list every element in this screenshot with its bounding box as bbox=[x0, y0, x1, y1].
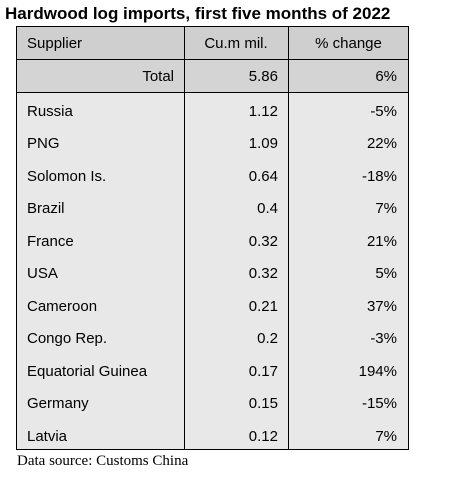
row-change: 21% bbox=[366, 232, 397, 250]
row-volume: 0.17 bbox=[248, 362, 278, 380]
total-label: Total bbox=[142, 67, 174, 85]
table-body: Russia 1.12 -5% PNG 1.09 22% Solomon Is.… bbox=[17, 93, 408, 449]
table-total-row: Total 5.86 6% bbox=[17, 60, 408, 93]
row-supplier: Congo Rep. bbox=[27, 330, 108, 348]
row-supplier: Germany bbox=[27, 395, 89, 413]
header-supplier: Supplier bbox=[27, 34, 83, 52]
imports-table: Supplier Cu.m mil. % change Total 5.86 6… bbox=[16, 26, 409, 450]
table-row: Solomon Is. 0.64 -18% bbox=[17, 160, 408, 193]
table-row: USA 0.32 5% bbox=[17, 258, 408, 291]
row-supplier: Equatorial Guinea bbox=[27, 362, 148, 380]
row-volume: 0.21 bbox=[248, 297, 278, 315]
header-volume: Cu.m mil. bbox=[204, 34, 268, 52]
row-volume: 0.4 bbox=[257, 200, 278, 218]
table-row: Brazil 0.4 7% bbox=[17, 193, 408, 226]
row-change: 7% bbox=[375, 427, 397, 445]
row-supplier: Solomon Is. bbox=[27, 167, 107, 185]
row-change: 194% bbox=[358, 362, 397, 380]
row-volume: 1.12 bbox=[248, 102, 278, 120]
table-header-row: Supplier Cu.m mil. % change bbox=[17, 27, 408, 60]
table-row: PNG 1.09 22% bbox=[17, 128, 408, 161]
row-change: 7% bbox=[375, 200, 397, 218]
column-divider bbox=[184, 27, 185, 449]
row-change: -5% bbox=[370, 102, 397, 120]
row-change: 5% bbox=[375, 265, 397, 283]
row-supplier: Russia bbox=[27, 102, 73, 120]
row-change: 22% bbox=[366, 135, 397, 153]
row-change: -15% bbox=[361, 395, 397, 413]
row-volume: 1.09 bbox=[248, 135, 278, 153]
total-change: 6% bbox=[375, 67, 397, 85]
row-change: 37% bbox=[366, 297, 397, 315]
table-row: Germany 0.15 -15% bbox=[17, 388, 408, 421]
row-volume: 0.15 bbox=[248, 395, 278, 413]
header-change: % change bbox=[315, 34, 382, 52]
table-row: Equatorial Guinea 0.17 194% bbox=[17, 355, 408, 388]
row-volume: 0.32 bbox=[248, 232, 278, 250]
data-source-note: Data source: Customs China bbox=[17, 453, 189, 469]
row-supplier: Cameroon bbox=[27, 297, 98, 315]
row-supplier: France bbox=[27, 232, 74, 250]
row-volume: 0.2 bbox=[257, 330, 278, 348]
table-row: France 0.32 21% bbox=[17, 225, 408, 258]
row-change: -3% bbox=[370, 330, 397, 348]
table-row: Cameroon 0.21 37% bbox=[17, 290, 408, 323]
row-supplier: PNG bbox=[27, 135, 60, 153]
table-row: Russia 1.12 -5% bbox=[17, 95, 408, 128]
row-change: -18% bbox=[361, 167, 397, 185]
row-volume: 0.32 bbox=[248, 265, 278, 283]
row-volume: 0.12 bbox=[248, 427, 278, 445]
row-supplier: Latvia bbox=[27, 427, 68, 445]
row-supplier: USA bbox=[27, 265, 58, 283]
total-volume: 5.86 bbox=[248, 67, 278, 85]
table-row: Congo Rep. 0.2 -3% bbox=[17, 323, 408, 356]
column-divider bbox=[288, 27, 289, 449]
table-title: Hardwood log imports, first five months … bbox=[5, 4, 391, 23]
row-supplier: Brazil bbox=[27, 200, 65, 218]
row-volume: 0.64 bbox=[248, 167, 278, 185]
table-row: Latvia 0.12 7% bbox=[17, 420, 408, 453]
